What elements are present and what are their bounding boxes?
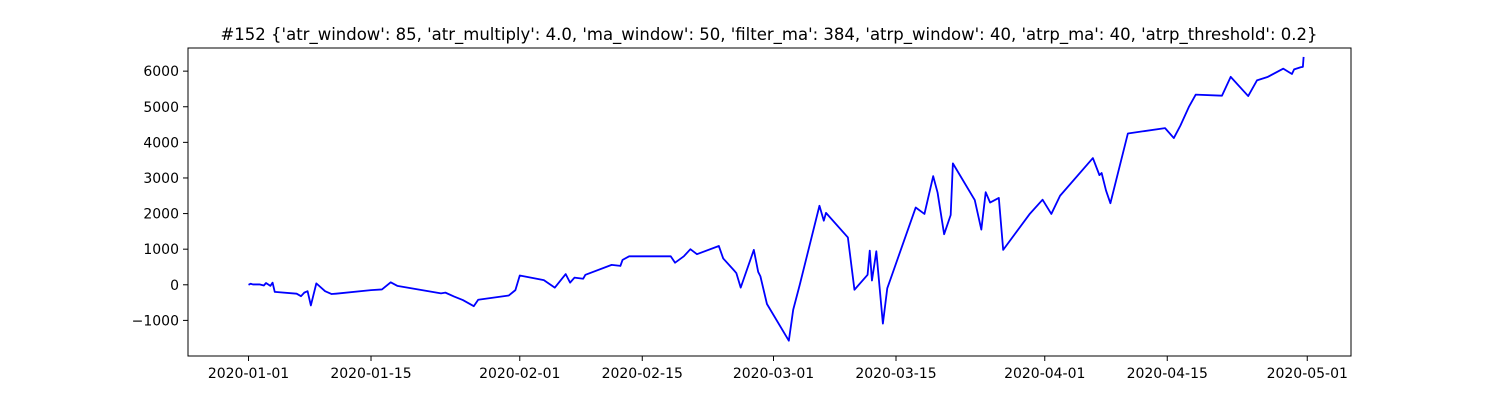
x-tick-label: 2020-04-15: [1127, 366, 1208, 382]
y-tick-label: −1000: [132, 313, 179, 329]
x-tick-label: 2020-05-01: [1267, 366, 1348, 382]
y-tick-label: 5000: [143, 100, 179, 116]
y-tick-label: 3000: [143, 171, 179, 187]
y-tick-label: 6000: [143, 64, 179, 80]
plot-area: [248, 56, 1305, 342]
x-axis: 2020-01-01 2020-01-15 2020-02-01 2020-02-15…: [208, 356, 1348, 382]
x-tick-label: 2020-03-15: [855, 366, 936, 382]
x-tick-label: 2020-01-01: [208, 366, 289, 382]
y-tick-label: 2000: [143, 207, 179, 223]
x-tick-label: 2020-04-01: [1004, 366, 1085, 382]
series-line-0: [248, 56, 1305, 342]
y-tick-label: 4000: [143, 135, 179, 151]
x-tick-label: 2020-02-01: [479, 366, 560, 382]
y-tick-label: 0: [170, 278, 179, 294]
y-axis: −1000 0 1000 2000 3000 4000 5000 6000: [132, 64, 188, 329]
plot-frame: [187, 47, 1352, 357]
x-tick-label: 2020-03-01: [733, 366, 814, 382]
x-tick-label: 2020-01-15: [330, 366, 411, 382]
chart-title: #152 {'atr_window': 85, 'atr_multiply': …: [220, 25, 1317, 45]
y-tick-label: 1000: [143, 242, 179, 258]
x-tick-label: 2020-02-15: [602, 366, 683, 382]
